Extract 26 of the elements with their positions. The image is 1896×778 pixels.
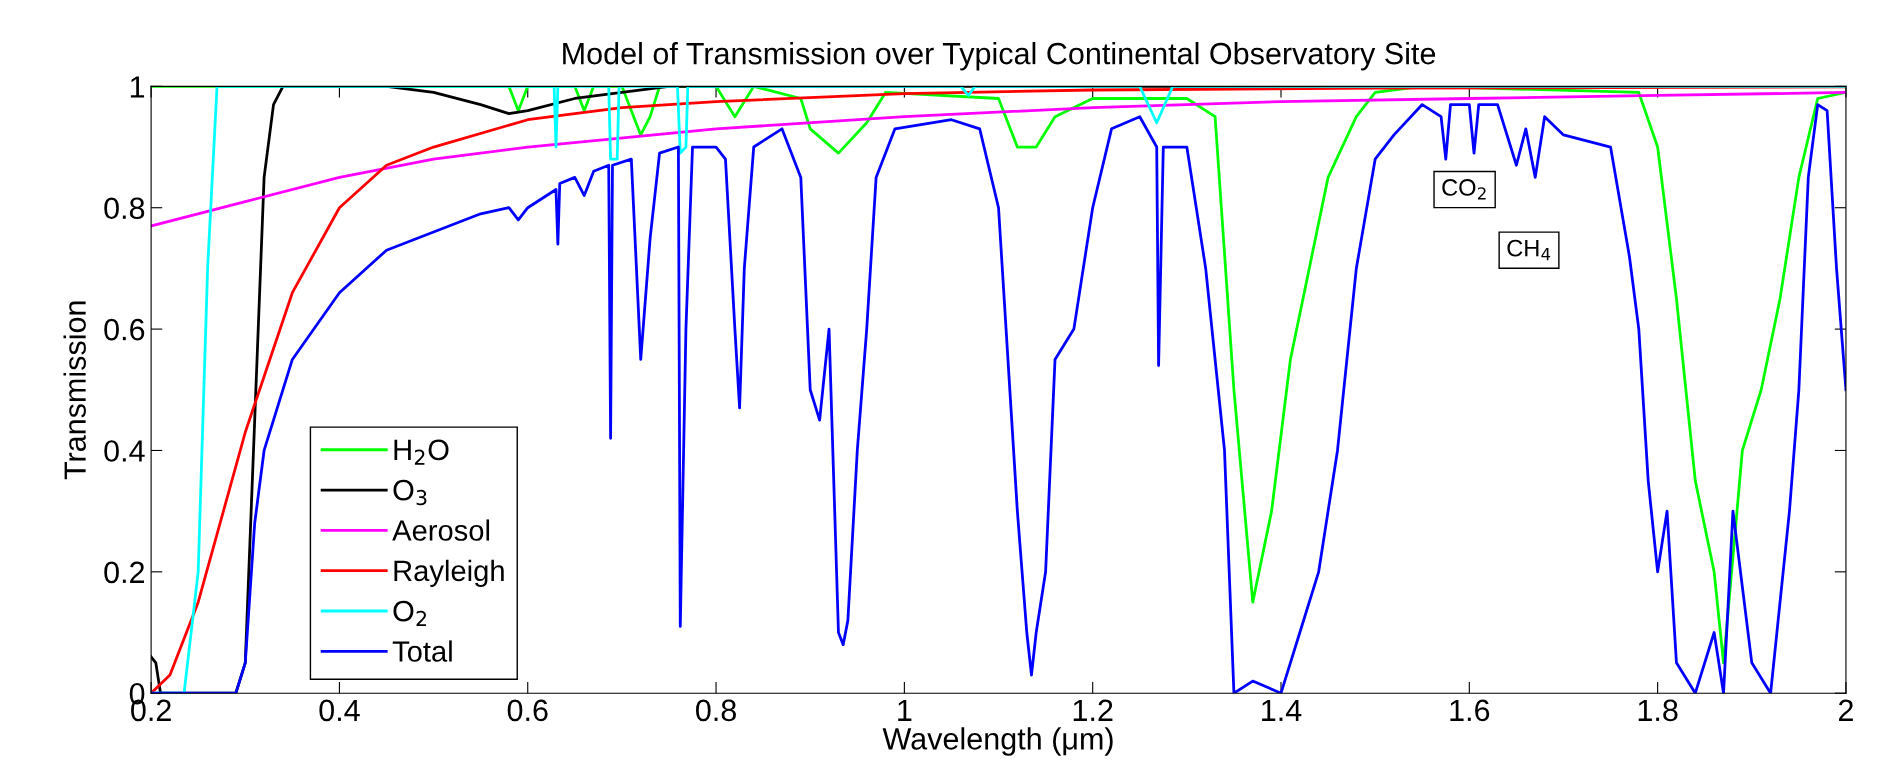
legend-label: O$_{2}$ <box>393 600 426 626</box>
y-axis-title: Transmission <box>63 301 86 480</box>
annotation: CO$_{2}$ <box>1442 179 1486 200</box>
x-tick-label: 0.6 <box>507 699 548 722</box>
annotation: CH$_{4}$ <box>1507 239 1551 261</box>
legend-label: Rayleigh <box>394 559 504 587</box>
x-axis-title: Wavelength (μm) <box>882 727 1113 756</box>
x-tick-label: 1.2 <box>1073 699 1113 721</box>
y-tick-label: 0.6 <box>104 318 145 341</box>
x-tick-label: 1.6 <box>1450 699 1490 722</box>
x-tick-label: 0.8 <box>696 699 736 722</box>
chart-title: Model of Transmission over Typical Continental Observatory Site <box>563 41 1436 71</box>
x-tick-label: 1 <box>898 699 912 721</box>
legend-label: Aerosol <box>392 519 490 541</box>
x-tick-label: 0.4 <box>319 699 360 722</box>
line-series <box>151 91 1846 228</box>
legend-label: H$_{2}$O <box>394 439 449 465</box>
x-tick-label: 2 <box>1838 699 1853 721</box>
y-tick-label: 1 <box>130 76 145 98</box>
x-tick-label: 1.4 <box>1262 699 1302 721</box>
y-tick-label: 0.8 <box>104 197 145 220</box>
x-tick-label: 1.8 <box>1638 699 1678 722</box>
y-tick-label: 0.2 <box>104 561 145 584</box>
y-tick-label: 0.4 <box>104 440 145 462</box>
legend-label: Total <box>392 640 452 662</box>
legend-label: O$_{3}$ <box>393 479 427 506</box>
